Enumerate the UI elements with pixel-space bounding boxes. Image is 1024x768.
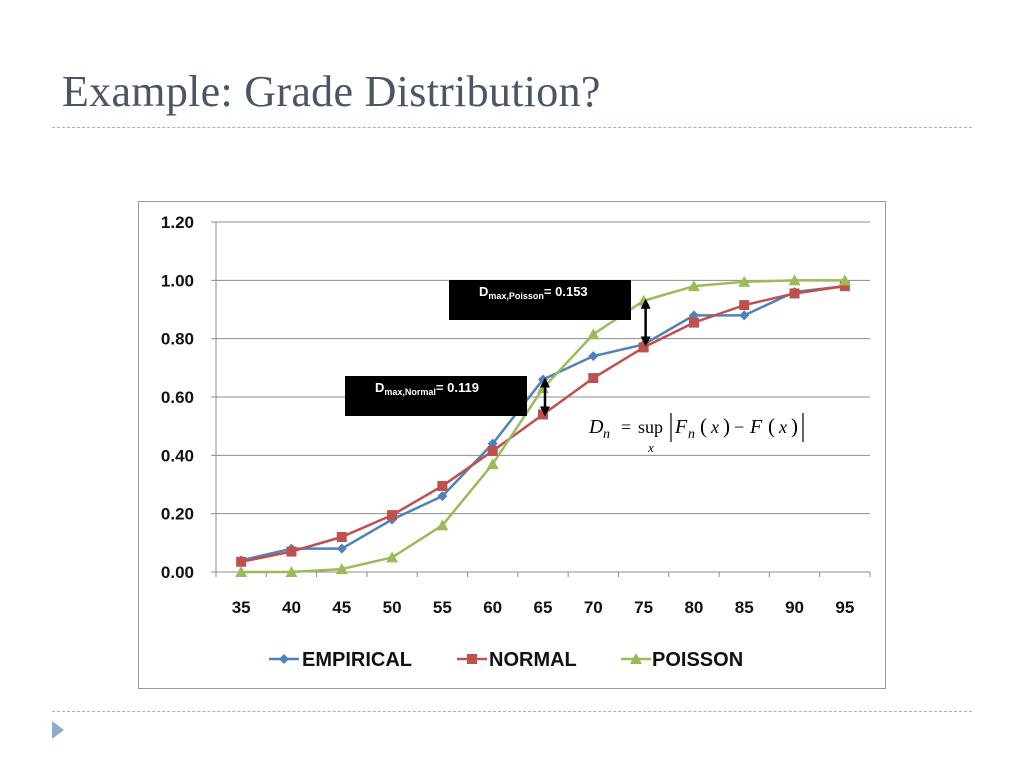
x-tick-label: 45 xyxy=(332,598,351,617)
svg-text:): ) xyxy=(791,414,798,438)
data-point-normal xyxy=(236,556,247,567)
x-tick-label: 55 xyxy=(433,598,452,617)
data-point-normal xyxy=(588,373,599,384)
data-point-empirical xyxy=(487,438,498,449)
x-tick-label: 70 xyxy=(584,598,603,617)
x-tick-label: 65 xyxy=(534,598,553,617)
x-tick-label: 85 xyxy=(735,598,754,617)
chart-axes xyxy=(211,221,871,577)
formula-arg-2: x xyxy=(778,417,787,437)
y-axis-tick-labels: 0.00 0.20 0.40 0.60 0.80 1.00 1.20 xyxy=(161,213,194,582)
difference-arrows xyxy=(540,298,651,417)
formula-lhs-sub: n xyxy=(603,427,610,442)
data-point-poisson xyxy=(235,566,248,577)
x-tick-label: 75 xyxy=(634,598,653,617)
data-point-normal xyxy=(286,546,297,557)
formula-lhs: D xyxy=(588,416,604,438)
callout-label: Dmax,Normal= 0.119 xyxy=(375,380,479,397)
x-tick-label: 80 xyxy=(684,598,703,617)
x-tick-label: 90 xyxy=(785,598,804,617)
x-axis-tick-labels: 35 40 45 50 55 60 65 70 75 80 85 90 95 xyxy=(232,598,855,617)
data-point-empirical xyxy=(336,543,347,554)
difference-callouts: Dmax,Poisson= 0.153 Dmax,Normal= 0.119 xyxy=(345,280,631,416)
data-point-normal xyxy=(437,480,448,491)
x-tick-label: 40 xyxy=(282,598,301,617)
formula-f1-sub: n xyxy=(688,427,695,442)
legend-label-normal: NORMAL xyxy=(489,649,577,671)
data-point-normal xyxy=(387,510,398,521)
data-point-empirical xyxy=(739,310,750,321)
svg-text:(: ( xyxy=(700,414,707,438)
data-point-poisson xyxy=(838,274,851,286)
y-tick-label: 1.20 xyxy=(161,213,194,232)
data-point-normal xyxy=(538,409,548,420)
formula-f1: F xyxy=(674,416,688,438)
formula-minus: − xyxy=(734,417,744,437)
data-point-poisson xyxy=(486,458,499,470)
data-point-poisson xyxy=(587,328,600,340)
x-tick-label: 95 xyxy=(835,598,854,617)
data-point-normal xyxy=(739,300,750,311)
formula-f2: F xyxy=(749,416,763,438)
y-tick-label: 0.20 xyxy=(161,505,194,524)
data-point-poisson xyxy=(436,519,449,531)
svg-text:): ) xyxy=(723,414,730,438)
data-point-poisson xyxy=(687,280,700,292)
y-tick-label: 0.60 xyxy=(161,388,194,407)
chart-legend: EMPIRICAL NORMAL POISSON xyxy=(269,649,743,671)
y-tick-label: 0.80 xyxy=(161,330,194,349)
svg-text:(: ( xyxy=(768,414,775,438)
data-point-poisson xyxy=(788,274,801,286)
y-tick-label: 1.00 xyxy=(161,271,194,290)
x-tick-label: 50 xyxy=(383,598,402,617)
legend-label-empirical: EMPIRICAL xyxy=(302,649,412,671)
callout-box xyxy=(345,376,527,416)
formula-sup-sub: x xyxy=(647,440,654,455)
legend-marker-normal xyxy=(467,654,477,664)
data-point-normal xyxy=(789,288,800,299)
data-point-empirical xyxy=(437,491,448,502)
data-point-normal xyxy=(839,281,850,292)
data-point-empirical xyxy=(588,351,599,362)
data-point-poisson xyxy=(285,566,298,577)
data-point-poisson xyxy=(386,551,399,563)
x-tick-label: 60 xyxy=(483,598,502,617)
data-point-normal xyxy=(638,342,649,353)
bullet-triangle-icon xyxy=(52,721,64,739)
footer-divider xyxy=(52,711,972,712)
data-point-normal xyxy=(688,317,699,328)
legend-marker-poisson xyxy=(630,653,642,664)
callout-box xyxy=(449,280,631,320)
ks-statistic-formula: D n = sup x F n ( x ) − F ( x ) xyxy=(588,413,804,455)
callout-label: Dmax,Poisson= 0.153 xyxy=(479,284,588,301)
data-point-poisson xyxy=(335,563,348,575)
data-point-normal xyxy=(487,445,498,456)
legend-label-poisson: POISSON xyxy=(652,649,743,671)
cdf-line-chart: 0.00 0.20 0.40 0.60 0.80 1.00 1.20 35 40 45 50 55 6… xyxy=(161,213,871,671)
chart-gridlines xyxy=(216,221,870,515)
formula-arg-1: x xyxy=(710,417,719,437)
data-point-empirical xyxy=(688,310,699,321)
data-point-normal xyxy=(336,532,347,542)
data-point-poisson xyxy=(738,275,751,287)
slide-title: Example: Grade Distribution? xyxy=(62,67,601,116)
x-tick-label: 35 xyxy=(232,598,251,617)
title-divider xyxy=(52,127,972,128)
formula-sup: sup xyxy=(638,417,663,437)
legend-marker-empirical xyxy=(279,654,289,664)
y-tick-label: 0.00 xyxy=(161,563,194,582)
y-tick-label: 0.40 xyxy=(161,446,194,465)
chart-frame: 0.00 0.20 0.40 0.60 0.80 1.00 1.20 35 40 45 50 55 6… xyxy=(138,201,886,689)
formula-equals: = xyxy=(621,417,631,437)
